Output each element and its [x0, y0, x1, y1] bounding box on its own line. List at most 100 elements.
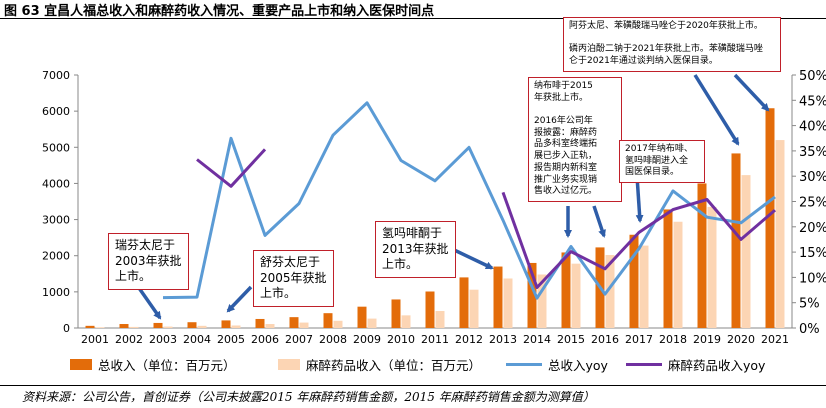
annotation-line: 舒芬太尼于: [260, 255, 321, 269]
y-left-tick-label: 5000: [42, 141, 70, 154]
x-tick-label-2011: 2011: [421, 333, 449, 346]
y-right-tick-label: 35%: [799, 145, 826, 160]
bar-total-2005: [221, 320, 231, 328]
legend-anesth-yoy-label: 麻醉药品收入yoy: [668, 358, 766, 373]
annotation-line: 报披露：麻醉药: [534, 127, 598, 138]
y-right-tick-label: 45%: [799, 94, 826, 109]
bar-anesth-2010: [401, 315, 411, 328]
annotation-line: 国医保目录。: [625, 167, 680, 178]
bar-anesth-2011: [435, 311, 445, 328]
bar-anesth-2021: [775, 140, 785, 328]
annotation-line: 2013年获批: [382, 241, 449, 256]
annotation-line: 磷丙泊酚二钠于2021年获批上市。苯磺酸瑞马唑: [569, 44, 763, 55]
line-anesth-yoy: [501, 191, 776, 289]
annotation-line: 2005年获批: [260, 270, 327, 285]
annotation-line: 上市。: [115, 269, 152, 284]
legend-total-label: 总收入（单位：百万元）: [98, 358, 236, 373]
annotation-line: 2017年纳布啡、: [625, 144, 693, 154]
arrow-2020-a: [693, 74, 740, 146]
y-right-tick-label: 5%: [799, 297, 820, 312]
y-left-tick-label: 3000: [42, 214, 70, 227]
x-tick-label-2013: 2013: [489, 333, 517, 346]
x-tick-label-2008: 2008: [319, 333, 347, 346]
arrow-2013: [449, 246, 494, 270]
x-tick-label-2007: 2007: [285, 333, 313, 346]
x-tick-label-2017: 2017: [625, 333, 653, 346]
bar-total-2001: [85, 325, 95, 328]
x-tick-label-2001: 2001: [81, 333, 109, 346]
annotation-line: 氢吗啡酮于: [382, 226, 443, 240]
bar-anesth-2001: [95, 327, 105, 328]
bar-anesth-2019: [707, 206, 717, 328]
bar-anesth-2012: [469, 289, 479, 328]
annotation-2013-hydromorphone: 氢吗啡酮于 2013年获批 上市。: [375, 221, 456, 278]
bar-total-2017: [629, 234, 639, 328]
bar-total-2009: [357, 306, 367, 328]
annotation-2005-sufentanil: 舒芬太尼于 2005年获批 上市。: [253, 250, 334, 307]
bar-total-2013: [493, 266, 503, 328]
x-tick-label-2012: 2012: [455, 333, 483, 346]
bar-anesth-2009: [367, 318, 377, 328]
legend-anesth-yoy: 麻醉药品收入yoy: [626, 355, 765, 374]
y-left-tick-label: 1000: [42, 286, 70, 299]
bar-anesth-2018: [673, 221, 683, 328]
bar-anesth-2017: [639, 245, 649, 328]
arrow-2020-b: [733, 73, 770, 112]
x-tick-label-2005: 2005: [217, 333, 245, 346]
bar-anesth-2013: [503, 278, 513, 328]
bar-anesth-2008: [333, 320, 343, 328]
annotation-line: 推广业务实现销: [534, 174, 598, 185]
bar-anesth-2003: [163, 326, 173, 328]
annotation-line: 展已步入正轨，: [534, 151, 598, 162]
y-left-tick-label: 0: [63, 322, 70, 335]
bar-total-2006: [255, 318, 265, 328]
x-tick-label-2006: 2006: [251, 333, 279, 346]
annotation-line: 上市。: [260, 286, 297, 301]
y-left-tick-label: 4000: [42, 177, 70, 190]
annotation-line: 瑞芬太尼于: [115, 238, 176, 252]
bar-anesth-2004: [197, 325, 207, 328]
annotation-line: 2003年获批: [115, 253, 182, 268]
bar-total-2008: [323, 313, 333, 328]
bar-total-2012: [459, 277, 469, 328]
arrow-2003: [137, 286, 162, 320]
annotation-2017-insurance: 2017年纳布啡、 氢吗啡酮进入全 国医保目录。: [619, 140, 705, 184]
annotation-2020-approvals: 阿芬太尼、苯磺酸瑞马唑仑于2020年获批上市。 磷丙泊酚二钠于2021年获批上市…: [563, 17, 781, 72]
legend-total: 总收入（单位：百万元）: [70, 355, 236, 374]
x-tick-label-2014: 2014: [523, 333, 551, 346]
annotation-line: 2016年公司年: [534, 116, 593, 127]
bar-anesth-2006: [265, 324, 275, 328]
y-right-tick-label: 50%: [799, 69, 826, 84]
bar-anesth-2015: [571, 263, 581, 328]
bar-total-2002: [119, 324, 129, 328]
x-tick-label-2003: 2003: [149, 333, 177, 346]
annotation-line: 报告期内新科室: [534, 162, 598, 173]
bar-total-2014: [527, 262, 537, 328]
annotation-line: 氢吗啡酮进入全: [625, 155, 689, 166]
legend-anesth-swatch: [278, 359, 300, 370]
y-right-tick-label: 30%: [799, 170, 826, 185]
bar-total-2019: [697, 183, 707, 328]
line-anesth-yoy: [196, 148, 267, 188]
bar-anesth-2014: [537, 274, 547, 328]
bar-total-2020: [731, 153, 741, 328]
x-tick-label-2021: 2021: [761, 333, 789, 346]
x-tick-label-2019: 2019: [693, 333, 721, 346]
bar-total-2021: [765, 108, 775, 328]
y-right-tick-label: 20%: [799, 221, 826, 236]
x-tick-label-2002: 2002: [115, 333, 143, 346]
x-tick-label-2010: 2010: [387, 333, 415, 346]
bar-anesth-2002: [129, 326, 139, 328]
annotation-line: 纳布啡于2015: [534, 81, 593, 91]
x-tick-label-2009: 2009: [353, 333, 381, 346]
arrow-2005: [226, 285, 253, 313]
arrow-2017: [635, 175, 644, 223]
y-left-tick-label: 6000: [42, 105, 70, 118]
bar-total-2018: [663, 209, 673, 328]
annotation-line: 上市。: [382, 257, 419, 272]
annotation-line: 品多科室终端拓: [534, 139, 598, 150]
bar-anesth-2020: [741, 175, 751, 328]
figure-title: 图 63 宜昌人福总收入和麻醉药收入情况、重要产品上市和纳入医保时间点: [4, 4, 435, 19]
legend-anesth-label: 麻醉药品收入（单位：百万元）: [306, 358, 482, 373]
